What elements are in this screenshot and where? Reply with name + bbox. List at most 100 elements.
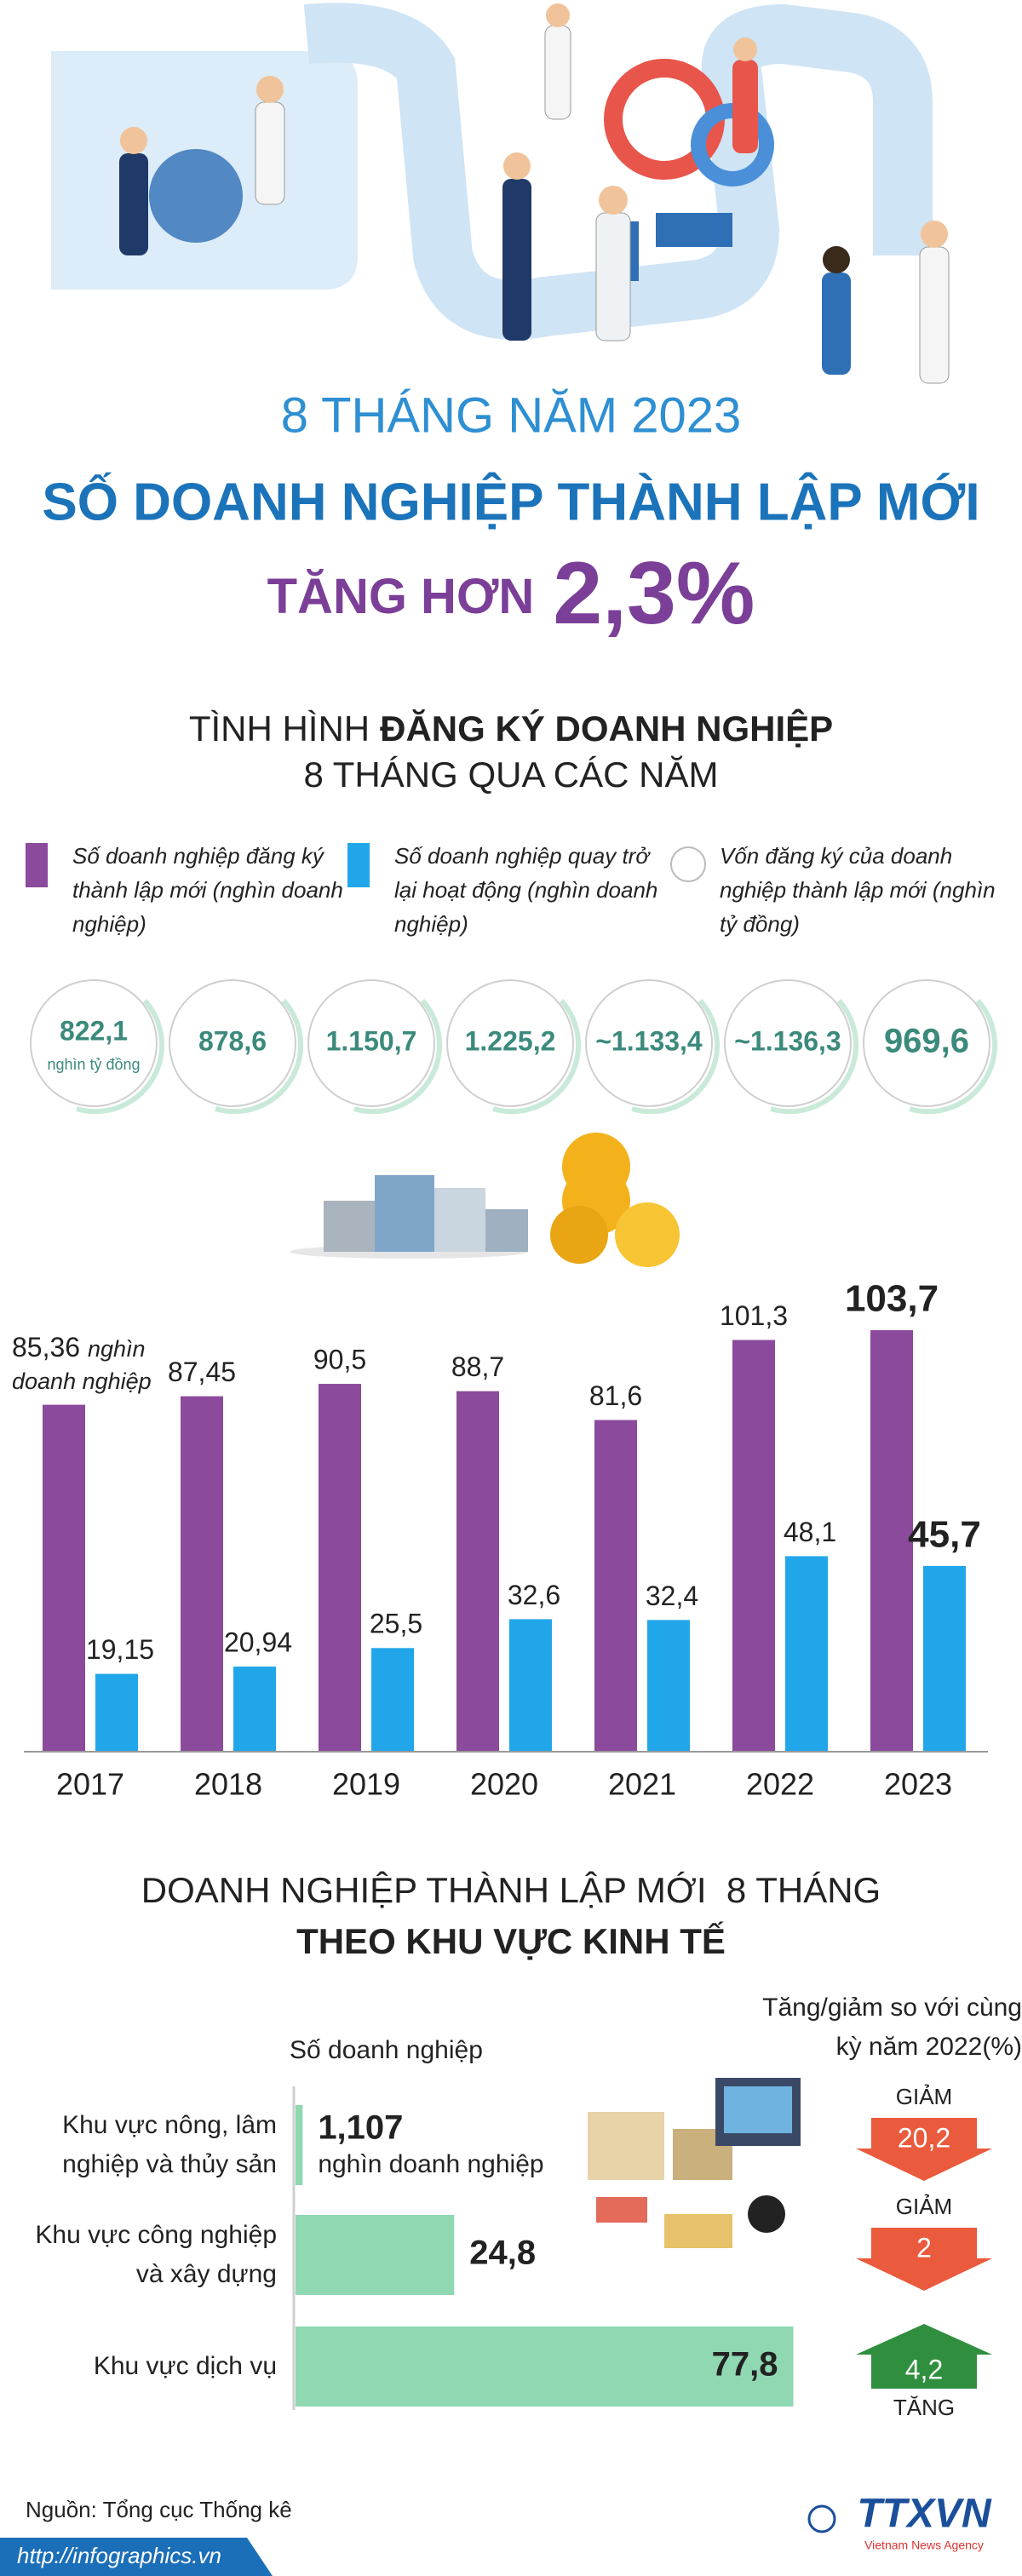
legend-swatch bbox=[670, 846, 706, 882]
change-arrow bbox=[856, 2118, 992, 2181]
legend-item: Vốn đăng ký của doanh nghiệp thành lập m… bbox=[720, 839, 1001, 941]
header-line2: SỐ DOANH NGHIỆP THÀNH LẬP MỚI bbox=[42, 473, 979, 531]
bar-value-label: 32,4 bbox=[646, 1581, 698, 1611]
circle-accent bbox=[492, 998, 582, 1115]
change-title-box: Tăng/giảm so với cùng kỳ năm 2022(%) bbox=[758, 1988, 1022, 2082]
capital-circle bbox=[169, 979, 296, 1107]
ribbon bbox=[303, 3, 933, 340]
sector-icon bbox=[588, 2078, 801, 2248]
legend-item-box: Số doanh nghiệp đăng ký thành lập mới (n… bbox=[72, 839, 353, 941]
bar-unit-label: nghìn doanh nghiệp bbox=[12, 1335, 152, 1394]
capital-label: ~1.136,3 bbox=[734, 1025, 841, 1056]
circle-accent bbox=[909, 998, 998, 1115]
legend-item-box: Số doanh nghiệp quay trở lại hoạt động (… bbox=[394, 839, 675, 941]
section2-subtitle: THEO KHU VỰC KINH TẾ bbox=[296, 1921, 726, 1961]
first-label-text: 85,36 nghìn doanh nghiệp bbox=[12, 1332, 182, 1397]
x-tick-label: 2017 bbox=[56, 1767, 124, 1802]
section1-title: TÌNH HÌNH ĐĂNG KÝ DOANH NGHIỆP bbox=[189, 708, 833, 749]
title-prefix: TÌNH HÌNH bbox=[189, 709, 370, 749]
legend-swatch bbox=[26, 843, 48, 887]
x-tick-label: 2021 bbox=[608, 1767, 676, 1802]
legend-item: Số doanh nghiệp quay trở lại hoạt động (… bbox=[394, 839, 675, 941]
capital-circle bbox=[30, 979, 158, 1107]
legend-swatch bbox=[347, 843, 370, 887]
url: http://infographics.vn bbox=[17, 2543, 221, 2568]
section2-title: DOANH NGHIỆP THÀNH LẬP MỚI 8 THÁNG bbox=[141, 1870, 881, 1910]
circle-accent bbox=[215, 998, 304, 1115]
legend-label: Số doanh nghiệp đăng ký thành lập mới (n… bbox=[72, 843, 343, 937]
change-arrow bbox=[856, 2228, 992, 2291]
capital-unit: nghìn tỷ đồng bbox=[47, 1056, 140, 1073]
legend-item: Số doanh nghiệp đăng ký thành lập mới (n… bbox=[72, 839, 353, 941]
bar bbox=[870, 1330, 913, 1752]
bar bbox=[785, 1556, 828, 1752]
header-line3-text: TĂNG HƠN bbox=[267, 569, 535, 624]
bar bbox=[594, 1420, 637, 1752]
capital-circle bbox=[446, 979, 574, 1107]
bar-value-label: 1,107 bbox=[318, 2109, 403, 2147]
category-label: Khu vực công nghiệp và xây dựng bbox=[35, 2221, 277, 2288]
buildings-icon bbox=[290, 1133, 680, 1267]
y-tick-label: Khu vực dịch vụ bbox=[93, 2352, 277, 2380]
circle-accent bbox=[76, 998, 165, 1115]
change-value-label: 2 bbox=[916, 2232, 932, 2263]
change-title: Tăng/giảm so với cùng kỳ năm 2022(%) bbox=[758, 1988, 1022, 2082]
bar bbox=[296, 2105, 303, 2185]
section1-subtitle: 8 THÁNG QUA CÁC NĂM bbox=[304, 754, 719, 795]
legend-label: Vốn đăng ký của doanh nghiệp thành lập m… bbox=[720, 843, 996, 937]
change-word: TĂNG bbox=[893, 2395, 955, 2420]
change-title-text: Tăng/giảm so với cùng kỳ năm 2022(%) bbox=[762, 1994, 1022, 2061]
bar-value-label: 90,5 bbox=[313, 1345, 366, 1375]
source: Nguồn: Tổng cục Thống kê bbox=[26, 2497, 292, 2522]
bar bbox=[43, 1404, 85, 1752]
bar-value-label: 81,6 bbox=[589, 1380, 642, 1411]
bar bbox=[647, 1620, 690, 1752]
capital-circle bbox=[307, 979, 435, 1107]
header-illustration bbox=[51, 3, 950, 384]
x-tick-label: 2022 bbox=[746, 1767, 814, 1802]
capital-label: 1.150,7 bbox=[326, 1025, 417, 1056]
category-label: Khu vực dịch vụ bbox=[93, 2352, 277, 2380]
bar-value-label: 101,3 bbox=[720, 1300, 788, 1331]
header-line1: 8 THÁNG NĂM 2023 bbox=[281, 387, 741, 443]
bar-value-label: 103,7 bbox=[845, 1278, 939, 1320]
bar-value-label: 87,45 bbox=[168, 1357, 236, 1387]
change-word: GIẢM bbox=[896, 2194, 952, 2219]
bar bbox=[456, 1391, 499, 1752]
category-label: Khu vực nông, lâm nghiệp và thủy sản bbox=[62, 2111, 277, 2178]
bar bbox=[371, 1648, 414, 1752]
capital-circle bbox=[585, 979, 713, 1107]
first-label-box: 85,36 nghìn doanh nghiệp bbox=[12, 1320, 182, 1397]
bar bbox=[732, 1340, 775, 1752]
change-value-label: 20,2 bbox=[898, 2122, 950, 2153]
logo: TTXVN bbox=[857, 2492, 992, 2537]
first-label: 85,36 nghìn doanh nghiệp bbox=[12, 1320, 182, 1397]
bar-value-label: 45,7 bbox=[908, 1514, 981, 1556]
copyright-circle bbox=[807, 2504, 836, 2533]
bar-value-label: 85,36 bbox=[12, 1331, 81, 1363]
header-highlight: 2,3% bbox=[553, 544, 755, 643]
bar bbox=[923, 1565, 966, 1752]
x-tick-label: 2019 bbox=[332, 1767, 400, 1802]
x-tick-label: 2023 bbox=[884, 1767, 952, 1802]
bar bbox=[319, 1384, 361, 1752]
bar-value-label: 19,15 bbox=[86, 1634, 154, 1665]
agency: Vietnam News Agency bbox=[864, 2539, 984, 2552]
bar bbox=[296, 2215, 455, 2295]
bar-value-label: 20,94 bbox=[224, 1627, 292, 1658]
legend-item-box: Vốn đăng ký của doanh nghiệp thành lập m… bbox=[720, 839, 1001, 941]
deco-block bbox=[656, 213, 732, 247]
bar-value-label: 77,8 bbox=[712, 2346, 778, 2384]
bar-value-label: 25,5 bbox=[370, 1609, 422, 1639]
capital-circle bbox=[863, 979, 990, 1107]
deco-circle bbox=[149, 149, 243, 243]
x-tick-label: 2018 bbox=[194, 1767, 262, 1802]
url-band bbox=[0, 2538, 273, 2576]
x-tick-label: 2020 bbox=[470, 1767, 538, 1802]
bar bbox=[296, 2326, 794, 2407]
bar bbox=[95, 1673, 138, 1752]
legend-label: Số doanh nghiệp quay trở lại hoạt động (… bbox=[394, 843, 658, 937]
bar-value-label: 88,7 bbox=[451, 1351, 504, 1382]
header-line3: TĂNG HƠN 2,3% bbox=[267, 544, 755, 643]
